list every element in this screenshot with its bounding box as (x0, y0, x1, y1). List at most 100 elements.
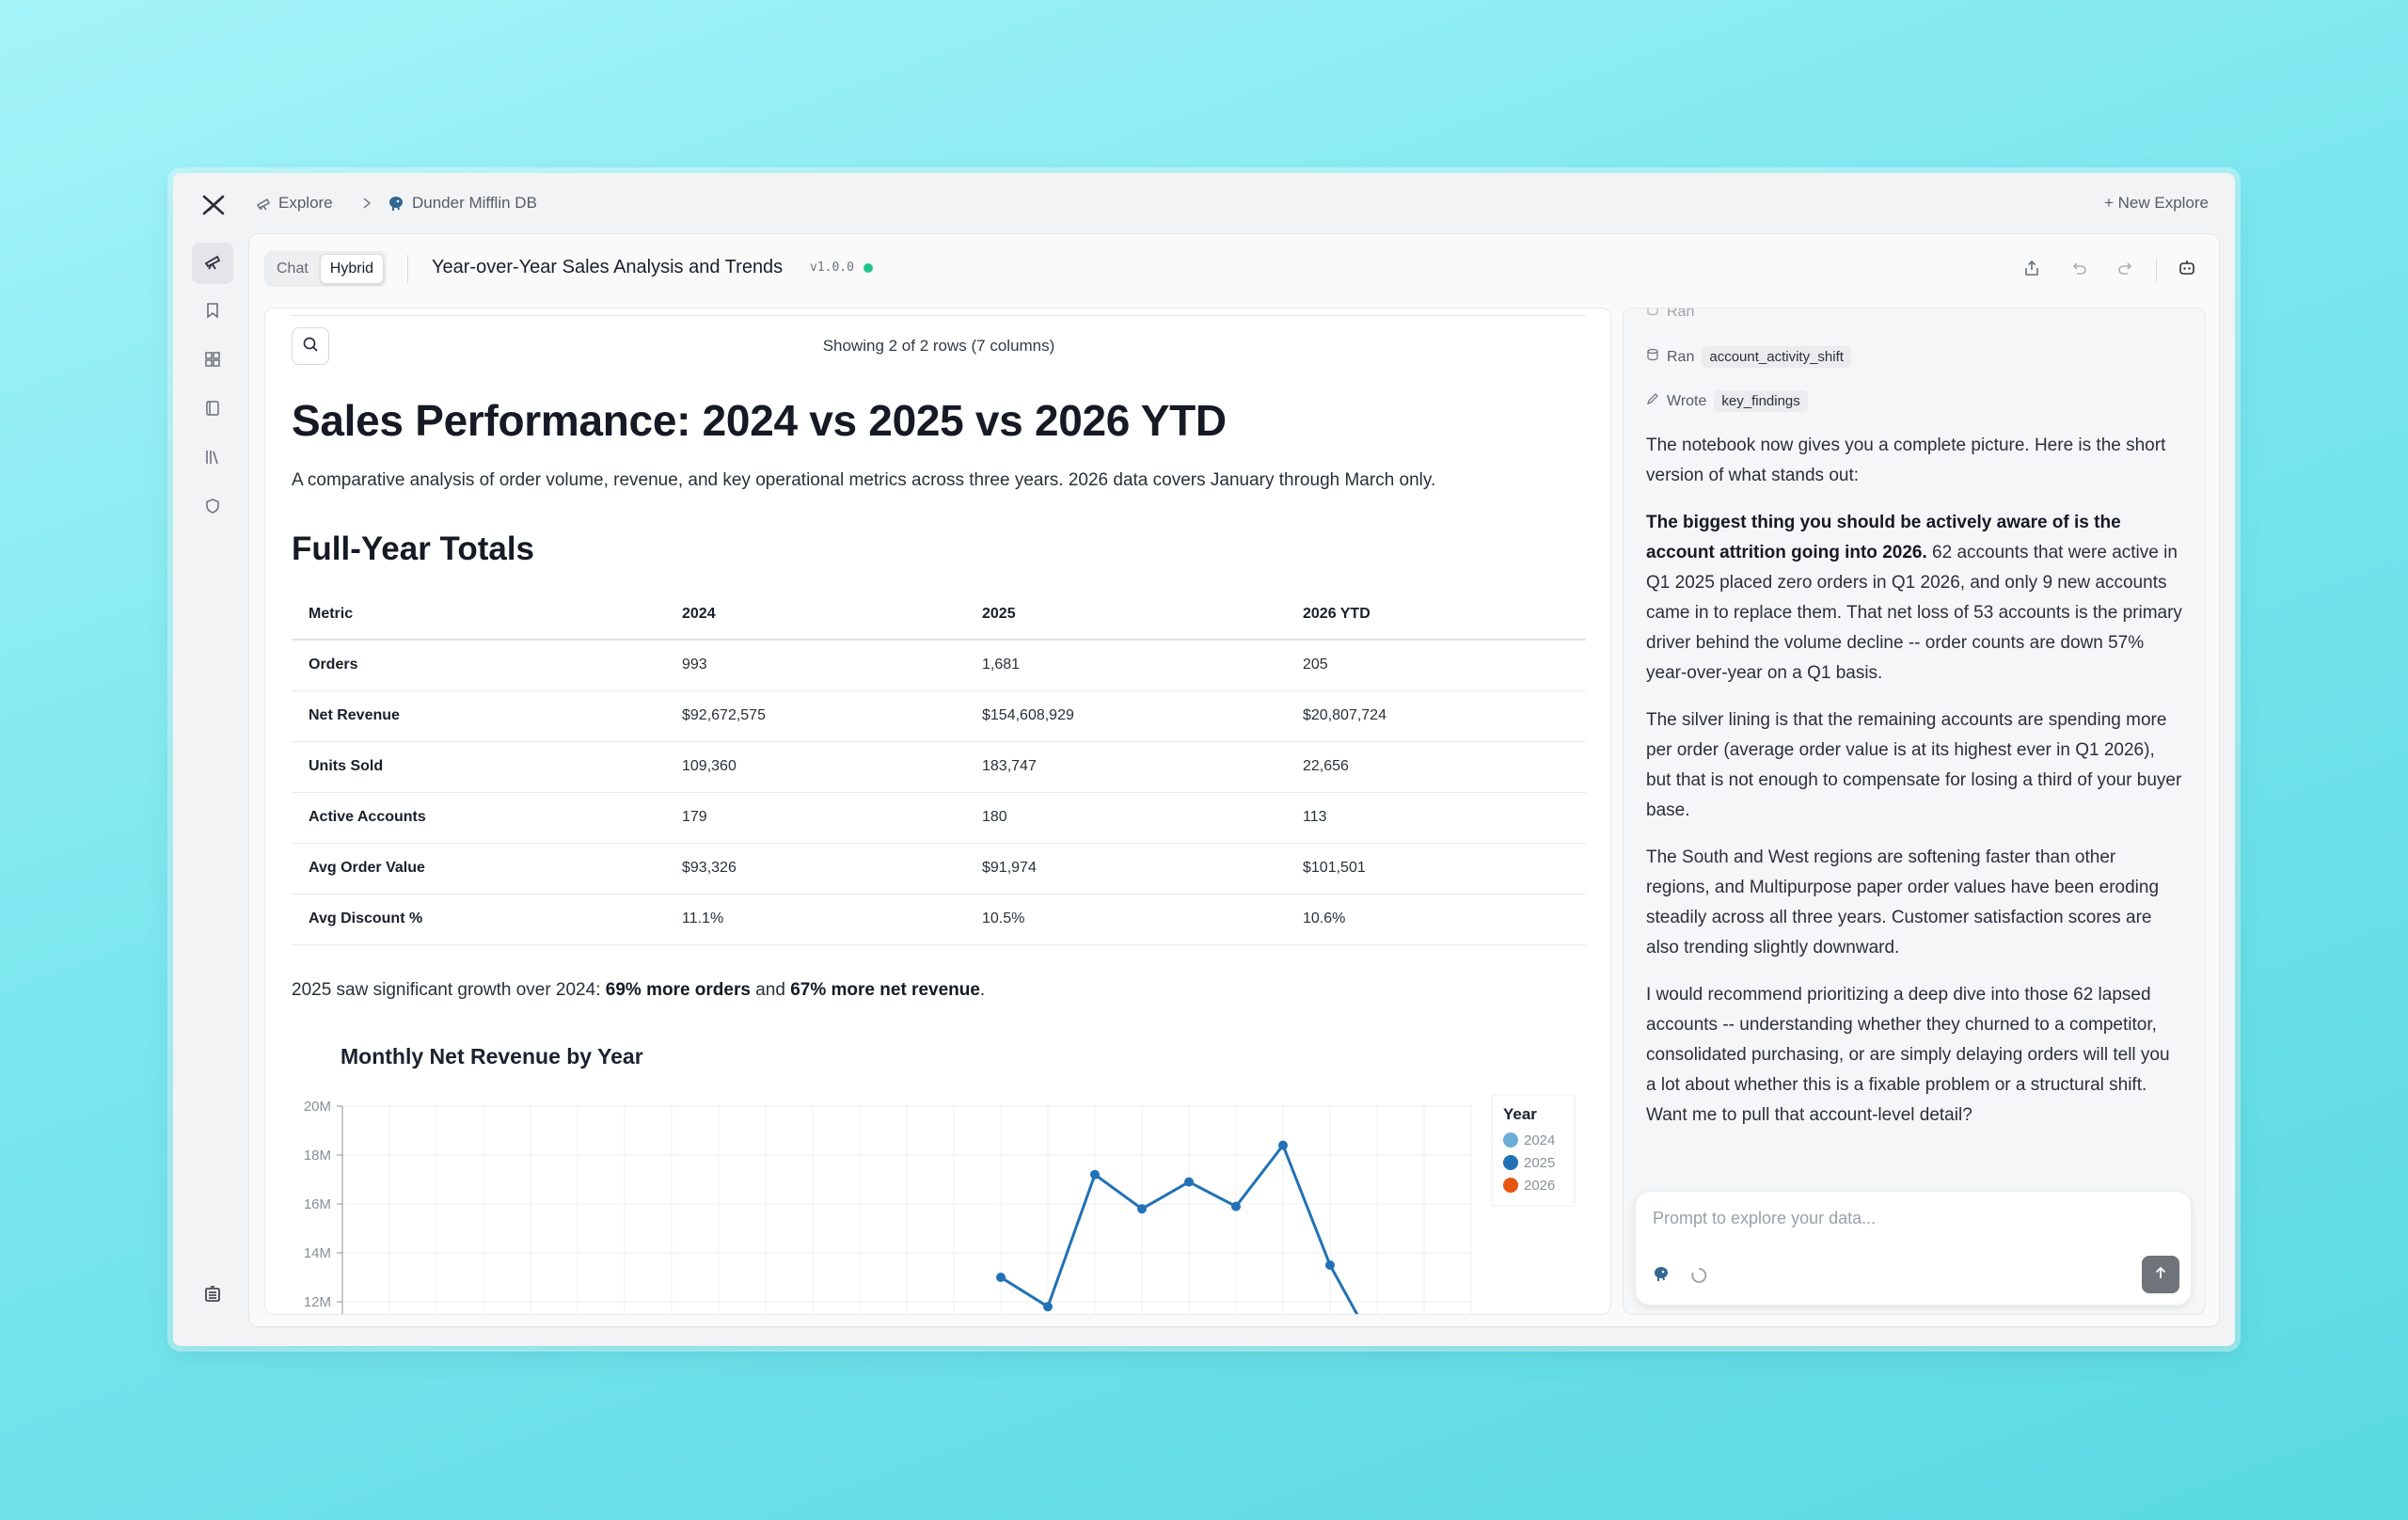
chevron-right-icon (361, 190, 372, 216)
panel-header: Chat Hybrid Year-over-Year Sales Analysi… (249, 234, 2219, 302)
column-header: Metric (292, 589, 665, 641)
y-tick-label: 18M (304, 1148, 331, 1164)
undo-button[interactable] (2062, 255, 2096, 285)
new-explore-label: + New Explore (2103, 194, 2209, 212)
mode-toggle: Chat Hybrid (264, 251, 388, 287)
y-tick-label: 16M (304, 1196, 331, 1212)
table-header-edge (292, 309, 1586, 316)
assistant-message-paragraph: The silver lining is that the remaining … (1646, 710, 2182, 820)
postgres-elephant-icon (1653, 1265, 1670, 1287)
prompt-composer (1635, 1191, 2192, 1306)
breadcrumb-explore-label: Explore (278, 194, 333, 212)
version-label: v1.0.0 (810, 261, 854, 275)
postgres-elephant-icon (388, 195, 404, 212)
summary-highlight: 69% more orders (605, 980, 751, 1000)
undo-icon (2070, 260, 2087, 281)
page-title: Year-over-Year Sales Analysis and Trends (432, 257, 784, 277)
section-heading: Full-Year Totals (292, 530, 535, 567)
table-cell: 11.1% (665, 894, 965, 945)
chat-toggle-button[interactable] (2170, 255, 2204, 285)
rail-security-button[interactable] (192, 487, 233, 529)
send-button[interactable] (2142, 1256, 2179, 1293)
mode-chat-button[interactable]: Chat (277, 261, 309, 277)
building-icon (203, 1285, 222, 1308)
tool-step-cut: Ran (1646, 308, 1695, 321)
table-cell: Avg Order Value (292, 843, 665, 895)
redo-button[interactable] (2109, 255, 2143, 285)
share-button[interactable] (2015, 255, 2049, 285)
table-cell: 993 (665, 640, 965, 691)
assistant-message-paragraph: The South and West regions are softening… (1646, 847, 2160, 958)
table-cell: Avg Discount % (292, 894, 665, 945)
table-header-row: Metric 2024 2025 2026 YTD (292, 589, 1586, 641)
library-icon (204, 449, 221, 470)
table-row: Active Accounts 179 180 113 (292, 792, 1586, 844)
data-point (1137, 1204, 1147, 1214)
column-header: 2026 YTD (1286, 589, 1586, 641)
database-icon (1646, 309, 1659, 321)
breadcrumb-database[interactable]: Dunder Mifflin DB (388, 190, 537, 216)
assistant-message-paragraph: I would recommend prioritizing a deep di… (1646, 985, 2170, 1125)
data-point (996, 1273, 1006, 1282)
rail-dashboards-button[interactable] (192, 340, 233, 382)
summary-highlight: 67% more net revenue (790, 980, 980, 1000)
loading-spinner-icon (1688, 1265, 1709, 1286)
message-text: 62 accounts that were active in Q1 2025 … (1646, 543, 2182, 683)
app-logo-icon[interactable] (201, 194, 226, 216)
table-cell: $93,326 (665, 843, 965, 895)
prompt-input[interactable] (1653, 1209, 2161, 1228)
table-cell: 183,747 (965, 741, 1286, 793)
tool-step-ran: Ran account_activity_shift (1646, 346, 1851, 368)
summary-text: and (750, 980, 791, 1000)
database-icon (1646, 348, 1659, 366)
legend-label: 2026 (1524, 1178, 1555, 1194)
table-cell: $154,608,929 (965, 690, 1286, 742)
table-cell: 10.6% (1286, 894, 1586, 945)
table-row: Net Revenue $92,672,575 $154,608,929 $20… (292, 690, 1586, 742)
rail-notebook-button[interactable] (192, 389, 233, 431)
chat-panel: Ran Ran account_activity_shift Wrote key… (1623, 308, 2206, 1315)
legend-swatch (1503, 1155, 1518, 1170)
table-search-button[interactable] (292, 327, 329, 365)
table-cell: $20,807,724 (1286, 690, 1586, 742)
data-point (1184, 1177, 1194, 1187)
divider (407, 255, 408, 283)
assistant-message-paragraph: The biggest thing you should be actively… (1646, 508, 2182, 689)
section-chip[interactable]: key_findings (1714, 390, 1808, 412)
grid-icon (204, 351, 221, 372)
version-badge: v1.0.0 (810, 261, 873, 275)
database-source-button[interactable] (1651, 1265, 1671, 1286)
tool-step-label: Ran (1667, 308, 1695, 320)
growth-summary: 2025 saw significant growth over 2024: 6… (292, 980, 985, 1001)
rail-settings-button[interactable] (192, 1275, 233, 1317)
shield-icon (204, 498, 221, 519)
breadcrumb-explore[interactable]: Explore (256, 190, 333, 216)
document-intro: A comparative analysis of order volume, … (292, 470, 1436, 490)
table-cell: 10.5% (965, 894, 1286, 945)
table-cell: Net Revenue (292, 690, 665, 742)
legend-swatch (1503, 1132, 1518, 1148)
query-chip[interactable]: account_activity_shift (1702, 346, 1851, 368)
app-window: Explore Dunder Mifflin DB + New Explore (173, 173, 2235, 1346)
data-point (1043, 1302, 1053, 1312)
table-row: Avg Discount % 11.1% 10.5% 10.6% (292, 894, 1586, 945)
table-cell: Active Accounts (292, 792, 665, 844)
rail-bookmarks-button[interactable] (192, 292, 233, 333)
table-cell: $92,672,575 (665, 690, 965, 742)
notebook-document: Showing 2 of 2 rows (7 columns) Sales Pe… (264, 308, 1611, 1315)
new-explore-button[interactable]: + New Explore (2104, 190, 2209, 216)
rail-explore-button[interactable] (192, 243, 233, 284)
document-heading: Sales Performance: 2024 vs 2025 vs 2026 … (292, 396, 1227, 445)
tool-step-wrote: Wrote key_findings (1646, 390, 1808, 412)
legend-label: 2024 (1524, 1132, 1555, 1148)
chart-title: Monthly Net Revenue by Year (341, 1044, 643, 1069)
table-cell: $91,974 (965, 843, 1286, 895)
table-cell: $101,501 (1286, 843, 1586, 895)
rail-library-button[interactable] (192, 438, 233, 480)
table-cell: 179 (665, 792, 965, 844)
legend-swatch (1503, 1178, 1518, 1193)
divider (2156, 258, 2157, 282)
left-rail (192, 243, 233, 536)
table-cell: 180 (965, 792, 1286, 844)
mode-hybrid-button[interactable]: Hybrid (319, 254, 385, 284)
